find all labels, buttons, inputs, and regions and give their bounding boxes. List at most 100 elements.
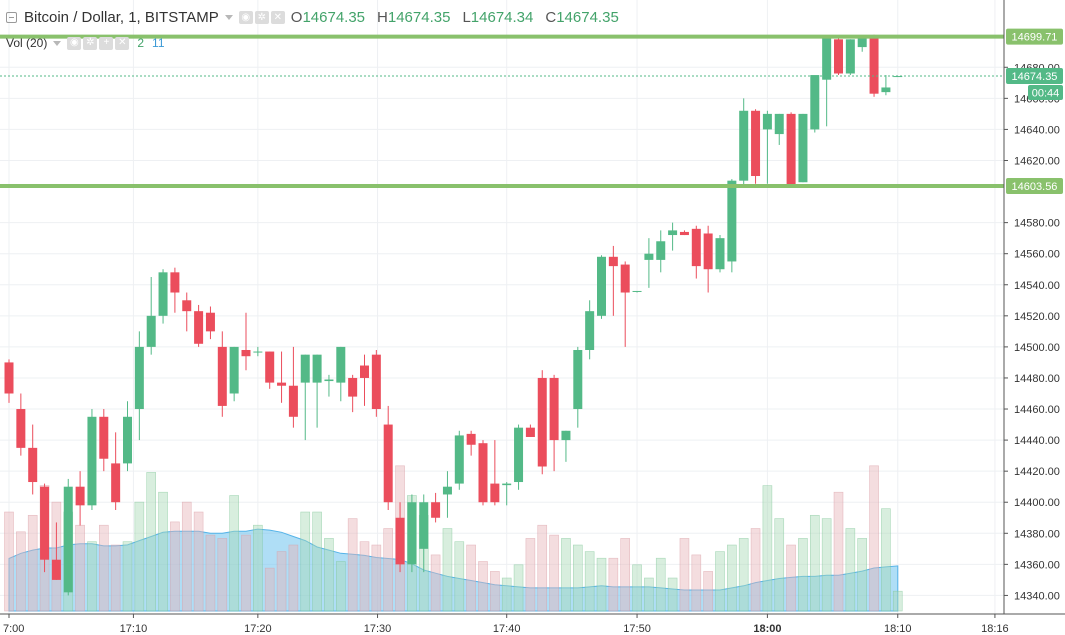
volume-bar: [134, 501, 145, 612]
time-tick-label: 17:20: [244, 623, 272, 635]
price-tick-label: 14440.00: [1014, 435, 1060, 447]
volume-bar: [442, 528, 453, 612]
close-icon[interactable]: ✕: [270, 11, 285, 24]
price-tick-label: 14340.00: [1014, 590, 1060, 602]
chevron-down-icon[interactable]: [53, 40, 62, 46]
candles: [4, 34, 903, 596]
time-tick-label: 18:16: [981, 623, 1009, 635]
close-value: 14674.35: [556, 9, 619, 26]
candle: [514, 424, 524, 490]
gear-icon[interactable]: ✲: [254, 11, 269, 24]
volume-bar: [774, 518, 785, 612]
symbol-legend: Bitcoin / Dollar, 1, BITSTAMP ◉ ✲ ✕ O 14…: [6, 9, 627, 26]
volume-bar: [241, 534, 251, 612]
candle: [597, 255, 606, 319]
candle: [63, 478, 73, 596]
candle-body: [99, 416, 109, 459]
candle-body: [514, 427, 524, 483]
volume-bar: [16, 531, 26, 612]
candle: [502, 482, 512, 506]
candle: [774, 113, 784, 145]
candle: [265, 351, 275, 389]
candle-body: [715, 238, 725, 270]
candle: [881, 75, 891, 96]
candle-body: [727, 180, 737, 262]
gear-icon[interactable]: ✲: [83, 36, 98, 50]
volume-bar: [572, 544, 583, 612]
volume-value: 2: [137, 36, 145, 50]
level-lines: [0, 34, 1004, 189]
eye-icon[interactable]: ◉: [238, 11, 253, 24]
candle-body: [466, 433, 476, 445]
candle: [300, 354, 310, 441]
volume-bar: [501, 577, 512, 612]
candle-body: [632, 290, 642, 292]
volume-bar: [87, 541, 97, 612]
last-price-tag: 14674.35: [1006, 68, 1063, 85]
volume-bar: [655, 557, 666, 612]
candle: [277, 351, 287, 403]
chevron-down-icon[interactable]: [224, 15, 233, 20]
candle-body: [241, 349, 251, 357]
symbol-title[interactable]: Bitcoin / Dollar, 1, BITSTAMP: [24, 9, 219, 26]
collapse-icon[interactable]: [6, 12, 17, 23]
candle: [798, 113, 808, 183]
time-tick-label: 17:40: [493, 623, 521, 635]
volume-bar: [549, 534, 559, 612]
volume-bar: [99, 524, 109, 612]
candle: [656, 230, 666, 273]
volume-title[interactable]: Vol (20): [6, 36, 48, 50]
volume-bar: [667, 577, 678, 612]
candle-body: [111, 463, 121, 503]
price-tick-label: 14460.00: [1014, 404, 1060, 416]
volume-bar: [869, 465, 879, 612]
volume-bar: [881, 508, 891, 612]
candle-body: [679, 231, 689, 236]
volume-bar: [217, 538, 228, 612]
candle-body: [146, 315, 156, 347]
candle-body: [277, 382, 287, 386]
candle: [431, 492, 441, 523]
candle-body: [312, 354, 322, 383]
candle-body: [442, 486, 452, 495]
candle: [194, 304, 204, 347]
volume-bar: [596, 557, 607, 612]
eye-icon[interactable]: ◉: [67, 36, 82, 50]
volume-bar: [727, 544, 737, 612]
candle: [762, 110, 772, 184]
candle: [739, 98, 749, 187]
candle: [549, 374, 559, 472]
candle-body: [265, 351, 275, 383]
candle-body: [798, 113, 808, 183]
volume-bar: [821, 518, 832, 612]
candle: [668, 222, 678, 251]
time-tick-label: 18:00: [753, 623, 781, 635]
candle: [146, 276, 156, 355]
close-icon[interactable]: ✕: [115, 36, 130, 50]
plus-icon[interactable]: +: [99, 36, 114, 50]
close-label: C: [545, 9, 557, 26]
volume-bar: [798, 538, 808, 612]
volume-bar: [170, 521, 180, 612]
candle: [845, 39, 855, 76]
time-tick-label: 17:10: [120, 623, 148, 635]
volume-bar: [857, 538, 868, 612]
candle-body: [360, 365, 369, 378]
price-tick-label: 14400.00: [1014, 497, 1060, 509]
volume-bar: [383, 528, 394, 612]
volume-bar: [513, 564, 524, 612]
candle: [585, 300, 595, 360]
candle-body: [786, 113, 796, 186]
candle: [170, 267, 180, 313]
time-axis[interactable]: 7:00 17:10 17:20 17:30 17:40 17:50 18:00 18:10 1…: [3, 614, 1009, 635]
candle: [383, 405, 393, 510]
candle: [703, 225, 713, 293]
volume-bar: [300, 511, 311, 612]
price-tick-label: 14620.00: [1014, 155, 1060, 167]
candle: [608, 245, 618, 316]
candle-body: [134, 346, 144, 410]
price-tick-label: 14580.00: [1014, 218, 1060, 230]
candle-body: [668, 230, 678, 236]
